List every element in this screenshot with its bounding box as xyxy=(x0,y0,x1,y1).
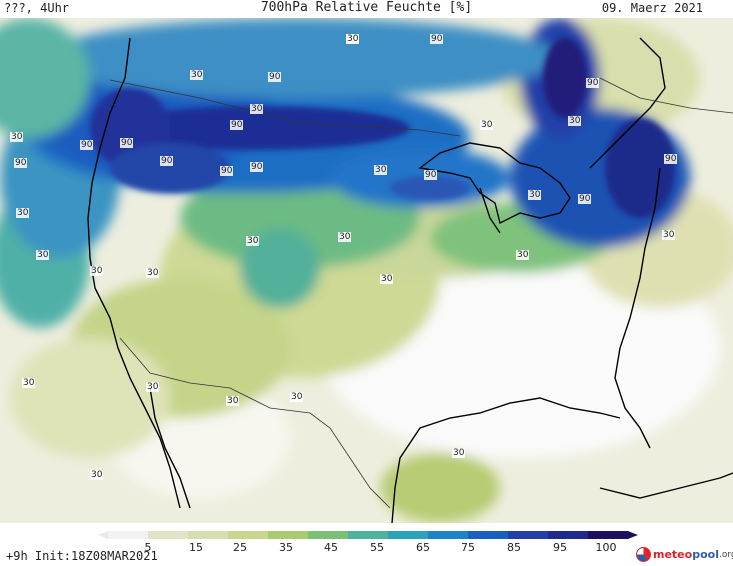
contour-label: 90 xyxy=(250,162,264,172)
colorbar-tick-label: 100 xyxy=(595,541,617,554)
colorbar-tick-label: 55 xyxy=(370,541,384,554)
humidity-map[interactable]: 30 90 30 90 90 30 90 90 90 30 90 30 90 90 90 90 30 90 30 30… xyxy=(0,18,733,523)
colorbar-segment xyxy=(388,531,428,539)
contour-label: 30 xyxy=(374,165,388,175)
contour-label: 90 xyxy=(220,166,234,176)
colorbar-segment xyxy=(588,531,628,539)
contour-label: 90 xyxy=(120,138,134,148)
contour-label: 30 xyxy=(380,274,394,284)
colorbar-max-arrow xyxy=(628,531,638,539)
contour-label: 30 xyxy=(246,236,260,246)
contour-label: 30 xyxy=(528,190,542,200)
logo-tld: .org xyxy=(718,549,733,560)
contour-label: 90 xyxy=(664,154,678,164)
contour-label: 90 xyxy=(14,158,28,168)
contour-label: 30 xyxy=(190,70,204,80)
colorbar-tick-label: 85 xyxy=(507,541,521,554)
colorbar-segment xyxy=(428,531,468,539)
contour-label: 90 xyxy=(160,156,174,166)
colorbar-segment xyxy=(508,531,548,539)
map-footer: 5 15 25 35 45 55 65 75 85 95 100 +9h Init:18Z08MAR… xyxy=(0,523,733,566)
colorbar-min-arrow xyxy=(98,531,108,539)
contour-label: 30 xyxy=(290,392,304,402)
colorbar-segment xyxy=(228,531,268,539)
colorbar-tick-label: 5 xyxy=(144,541,152,554)
colorbar-tick-label: 35 xyxy=(279,541,293,554)
colorbar-segment xyxy=(268,531,308,539)
contour-label: 90 xyxy=(430,34,444,44)
map-header: ???, 4Uhr 700hPa Relative Feuchte [%] 09… xyxy=(0,0,733,18)
colorbar-segment xyxy=(348,531,388,539)
contour-label: 30 xyxy=(10,132,24,142)
colorbar-tick-label: 15 xyxy=(189,541,203,554)
colorbar-segment xyxy=(148,531,188,539)
valid-date: 09. Maerz 2021 xyxy=(601,1,703,15)
contour-label: 30 xyxy=(250,104,264,114)
colorbar-segment xyxy=(108,531,148,539)
contour-label: 30 xyxy=(146,268,160,278)
colorbar-segment xyxy=(188,531,228,539)
contour-label: 30 xyxy=(480,120,494,130)
border-lines xyxy=(109,77,733,509)
colorbar-tick-label: 45 xyxy=(324,541,338,554)
contour-label: 30 xyxy=(22,378,36,388)
meteopool-logo-icon xyxy=(636,547,651,562)
contour-label: 90 xyxy=(578,194,592,204)
logo-pool: pool xyxy=(692,548,719,561)
colorbar-segment xyxy=(308,531,348,539)
colorbar-segment xyxy=(548,531,588,539)
contour-label: 30 xyxy=(226,396,240,406)
colorbar-tick-label: 75 xyxy=(461,541,475,554)
contour-label: 30 xyxy=(452,448,466,458)
contour-label: 30 xyxy=(662,230,676,240)
contour-label: 30 xyxy=(346,34,360,44)
init-time: +9h Init:18Z08MAR2021 xyxy=(6,549,158,563)
logo-meteo: meteo xyxy=(653,548,693,561)
contour-label: 30 xyxy=(568,116,582,126)
contour-label: 30 xyxy=(516,250,530,260)
contour-label: 90 xyxy=(230,120,244,130)
colorbar-tick-label: 95 xyxy=(553,541,567,554)
contour-label: 90 xyxy=(586,78,600,88)
colorbar-tick-label: 25 xyxy=(233,541,247,554)
contour-label: 30 xyxy=(16,208,30,218)
humidity-field xyxy=(0,18,733,523)
contour-label: 90 xyxy=(80,140,94,150)
contour-label: 90 xyxy=(424,170,438,180)
contour-label: 30 xyxy=(36,250,50,260)
contour-label: 30 xyxy=(90,266,104,276)
contour-label: 30 xyxy=(146,382,160,392)
contour-label: 30 xyxy=(338,232,352,242)
map-title: 700hPa Relative Feuchte [%] xyxy=(260,0,473,15)
colorbar-tick-label: 65 xyxy=(416,541,430,554)
contour-label: 90 xyxy=(268,72,282,82)
colorbar-segment xyxy=(468,531,508,539)
coastline-lines xyxy=(87,37,733,523)
colorbar xyxy=(108,531,628,539)
meteopool-logo[interactable]: meteo pool .org xyxy=(636,547,733,562)
contour-label: 30 xyxy=(90,470,104,480)
forecast-hour-label: ???, 4Uhr xyxy=(4,1,70,15)
